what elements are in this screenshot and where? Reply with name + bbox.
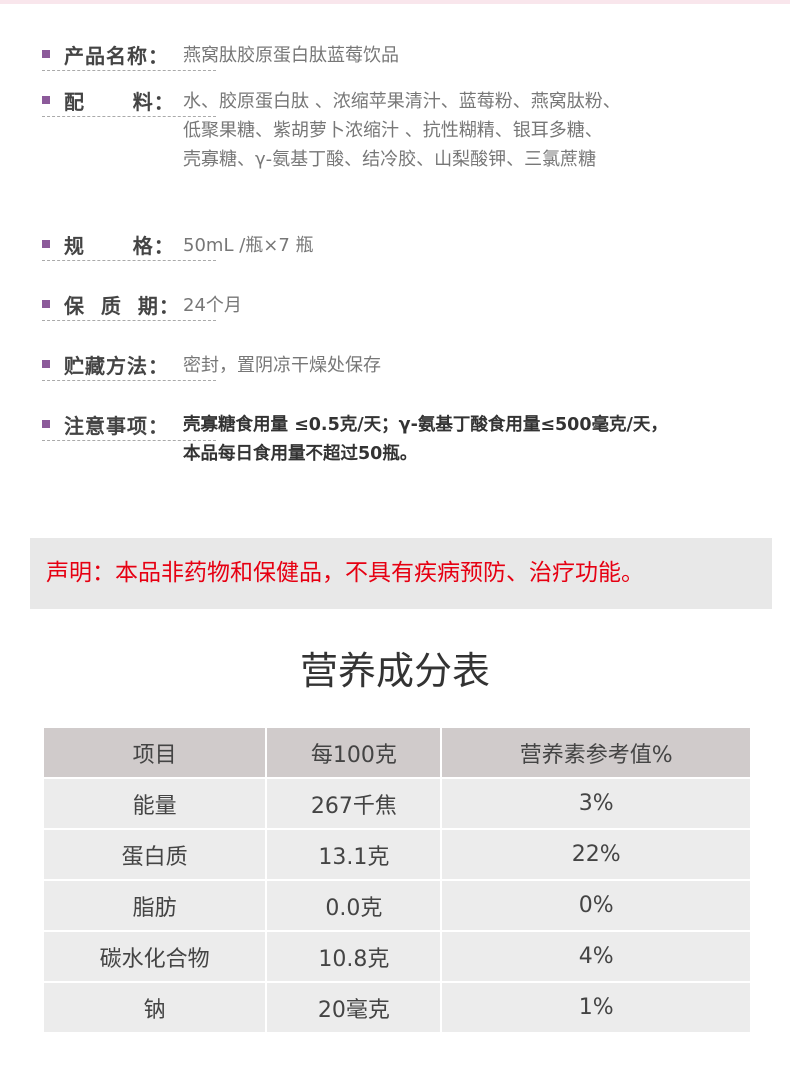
table-cell: 20毫克 [267,983,441,1032]
bullet-icon [42,360,50,368]
table-cell: 22% [442,830,750,879]
info-value: 50mL /瓶×7 瓶 [183,231,314,260]
info-value-line: 壳寡糖食用量 ≤0.5克/天；γ-氨基丁酸食用量≤500毫克/天， [183,415,668,435]
divider [42,260,216,261]
nutrition-table: 项目 每100克 营养素参考值% 能量 267千焦 3% 蛋白质 13.1克 22% 脂肪 0… [42,726,752,1034]
table-cell: 13.1克 [267,830,441,879]
info-value-line: 本品每日食用量不超过50瓶。 [183,444,418,464]
info-value-line: 50mL /瓶×7 瓶 [183,235,314,256]
info-label: 配 料： [64,90,175,114]
nutrition-title: 营养成分表 [299,649,490,693]
table-cell: 0.0克 [267,881,441,930]
table-header: 项目 每100克 营养素参考值% [44,728,750,777]
info-value: 密封，置阴凉干燥处保存 [183,351,381,380]
table-row: 脂肪 0.0克 0% [44,881,750,930]
table-cell: 蛋白质 [44,830,266,879]
info-value-line: 密封，置阴凉干燥处保存 [183,355,381,376]
info-value-line: 低聚果糖、紫胡萝卜浓缩汁 、抗性糊精、银耳多糖、 [183,120,603,141]
divider [42,380,216,381]
header-cell: 每100克 [267,728,441,777]
bullet-icon [42,96,50,104]
info-label: 贮藏方法： [64,354,169,378]
divider [42,440,216,441]
table-cell: 4% [442,932,750,981]
table-cell: 3% [442,779,750,828]
divider [42,116,216,117]
table-cell: 脂肪 [44,881,266,930]
info-value-line: 24个月 [183,295,242,316]
table-cell: 267千焦 [267,779,441,828]
info-value: 24个月 [183,291,242,320]
divider [42,320,216,321]
table-row: 能量 267千焦 3% [44,779,750,828]
table-row: 蛋白质 13.1克 22% [44,830,750,879]
info-value-line: 水、胶原蛋白肽 、浓缩苹果清汁、蓝莓粉、燕窝肽粉、 [183,91,621,112]
info-value: 燕窝肽胶原蛋白肽蓝莓饮品 [183,41,399,70]
bullet-icon [42,50,50,58]
bullet-icon [42,300,50,308]
table-cell: 1% [442,983,750,1032]
info-label: 保 质 期： [64,294,180,318]
header-cell: 营养素参考值% [442,728,750,777]
info-label: 产品名称： [64,44,169,68]
info-value-line: 壳寡糖、γ-氨基丁酸、结冷胶、山梨酸钾、三氯蔗糖 [183,149,597,170]
table-cell: 能量 [44,779,266,828]
table-cell: 碳水化合物 [44,932,266,981]
bullet-icon [42,240,50,248]
table-row: 钠 20毫克 1% [44,983,750,1032]
divider [42,70,216,71]
info-label: 注意事项： [64,414,169,438]
declaration: 声明：本品非药物和保健品，不具有疾病预防、治疗功能。 [30,538,772,609]
table-cell: 10.8克 [267,932,441,981]
header-cell: 项目 [44,728,266,777]
top-border [0,0,790,4]
table-cell: 0% [442,881,750,930]
info-value: 水、胶原蛋白肽 、浓缩苹果清汁、蓝莓粉、燕窝肽粉、 低聚果糖、紫胡萝卜浓缩汁 、抗… [183,87,621,174]
table-cell: 钠 [44,983,266,1032]
table-row: 碳水化合物 10.8克 4% [44,932,750,981]
info-label: 规 格： [64,234,175,258]
bullet-icon [42,420,50,428]
info-value: 壳寡糖食用量 ≤0.5克/天；γ-氨基丁酸食用量≤500毫克/天， 本品每日食用量… [183,411,668,469]
info-value-line: 燕窝肽胶原蛋白肽蓝莓饮品 [183,45,399,66]
